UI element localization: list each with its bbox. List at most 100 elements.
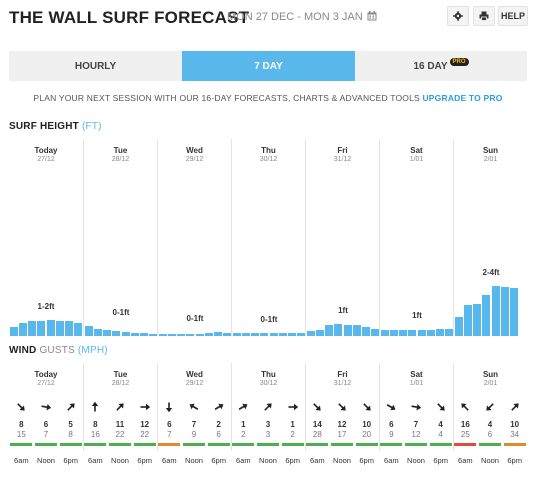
time-label: 6pm <box>63 456 78 465</box>
day-name: Sun <box>482 146 499 155</box>
unit-label: (FT) <box>81 121 102 132</box>
wind-direction-arrow-icon <box>461 403 470 411</box>
wind-speed: 6 <box>43 420 49 429</box>
wind-gust: 7 <box>167 430 172 439</box>
print-button[interactable] <box>473 6 495 26</box>
surf-day-column: Fri 31/12 1ft <box>305 139 380 336</box>
wind-direction-arrow-icon <box>214 403 224 410</box>
wind-rating-bar <box>158 443 181 446</box>
calendar-icon[interactable] <box>367 11 377 21</box>
promo-text: PLAN YOUR NEXT SESSION WITH OUR 16-DAY F… <box>33 93 420 103</box>
wind-rating-bar <box>380 443 403 446</box>
wind-slot: 3 3 Noon <box>255 401 281 471</box>
surf-bar <box>214 332 223 336</box>
promo-banner: PLAN YOUR NEXT SESSION WITH OUR 16-DAY F… <box>9 93 527 103</box>
wind-slot: 2 6 6pm <box>206 401 232 471</box>
wind-slot: 8 15 6am <box>8 401 34 471</box>
surf-bar <box>473 304 482 336</box>
wind-direction-arrow-icon <box>264 403 272 411</box>
day-date: 31/12 <box>333 156 352 163</box>
surf-range-label: 1ft <box>412 310 422 320</box>
section-label: WIND <box>9 345 37 356</box>
surf-bar <box>297 332 306 336</box>
wind-speed: 5 <box>68 420 73 429</box>
tab-7-day[interactable]: 7 DAY <box>182 51 355 81</box>
wind-rating-bar <box>405 443 427 446</box>
surf-day-column: Today 27/12 1-2ft <box>9 139 83 336</box>
wind-gust: 3 <box>265 430 271 439</box>
wind-rating-bar <box>454 443 477 446</box>
date-range[interactable]: MON 27 DEC - MON 3 JAN <box>227 11 363 23</box>
surf-bar <box>362 327 371 336</box>
surf-bar <box>343 324 352 336</box>
surf-bar <box>251 333 260 336</box>
day-name: Today <box>34 146 58 155</box>
surf-bar <box>204 332 213 336</box>
wind-rating-bar <box>35 443 57 446</box>
wind-gust: 6 <box>487 430 493 439</box>
surf-bar <box>269 332 278 336</box>
surf-bar <box>28 321 37 336</box>
surf-bar <box>482 295 491 336</box>
surf-day-column: Thu 30/12 0-1ft <box>231 139 306 336</box>
day-name: Tue <box>113 370 128 379</box>
printer-icon <box>479 11 489 21</box>
surf-bar <box>380 330 389 336</box>
wind-rating-bar <box>10 443 33 446</box>
surf-day-column: Wed 29/12 0-1ft <box>157 139 232 336</box>
day-name: Wed <box>186 370 203 379</box>
time-label: 6am <box>14 456 29 465</box>
wind-day-column: Today 27/12 <box>9 363 83 451</box>
upgrade-link[interactable]: UPGRADE TO PRO <box>422 93 503 103</box>
surf-bar <box>18 323 27 336</box>
wind-gust: 22 <box>115 430 125 439</box>
wind-rating-bar <box>232 443 255 446</box>
wind-rating-bar <box>109 443 131 446</box>
wind-rating-bar <box>355 443 378 446</box>
wind-gust: 12 <box>411 430 421 439</box>
wind-gust: 4 <box>438 430 443 439</box>
wind-rating-bar <box>479 443 501 446</box>
wind-speed: 12 <box>337 420 347 429</box>
gusts-label: GUSTS <box>39 345 75 356</box>
tab-16-day[interactable]: 16 DAY PRO <box>355 51 527 81</box>
wind-day-column: Thu 30/12 <box>231 363 305 451</box>
wind-gust: 9 <box>191 430 197 439</box>
wind-slot: 10 34 6pm <box>502 401 528 471</box>
day-name: Sat <box>410 146 423 155</box>
wind-speed: 10 <box>362 420 372 429</box>
surf-bar <box>500 287 509 336</box>
wind-direction-arrow-icon <box>189 403 199 410</box>
wind-direction-arrow-icon <box>41 404 52 411</box>
wind-speed: 11 <box>115 420 125 429</box>
wind-gust: 8 <box>68 430 73 439</box>
wind-gust: 20 <box>362 430 372 439</box>
tab-hourly[interactable]: HOURLY <box>9 51 182 81</box>
help-button[interactable]: HELP <box>498 6 528 26</box>
settings-button[interactable] <box>447 6 469 26</box>
day-date: 2/01 <box>483 380 498 387</box>
wind-slot: 5 8 6pm <box>58 401 84 471</box>
surf-bar <box>232 333 241 336</box>
surf-range-label: 2-4ft <box>482 268 500 278</box>
wind-day-column: Sun 2/01 <box>453 363 527 451</box>
surf-bar <box>140 333 149 336</box>
wind-speed: 3 <box>265 420 271 429</box>
wind-rating-bar <box>503 443 526 446</box>
surf-bar <box>278 332 287 336</box>
time-label: Noon <box>37 456 55 465</box>
wind-slot: 6 7 Noon <box>33 401 59 471</box>
wind-speed: 6 <box>389 420 394 429</box>
surf-bar <box>241 333 250 336</box>
wind-rating-bar <box>183 443 205 446</box>
wind-speed: 7 <box>413 420 419 429</box>
surf-day-column: Sat 1/01 1ft <box>379 139 454 336</box>
wind-slot: 4 6 Noon <box>477 401 503 471</box>
surf-bar <box>408 329 417 336</box>
wind-day-column: Sat 1/01 <box>379 363 453 451</box>
unit-label: (MPH) <box>77 345 108 356</box>
surf-bar <box>9 327 18 336</box>
wind-speed: 4 <box>487 420 493 429</box>
wind-day-column: Wed 29/12 <box>157 363 231 451</box>
time-label: Noon <box>407 456 425 465</box>
